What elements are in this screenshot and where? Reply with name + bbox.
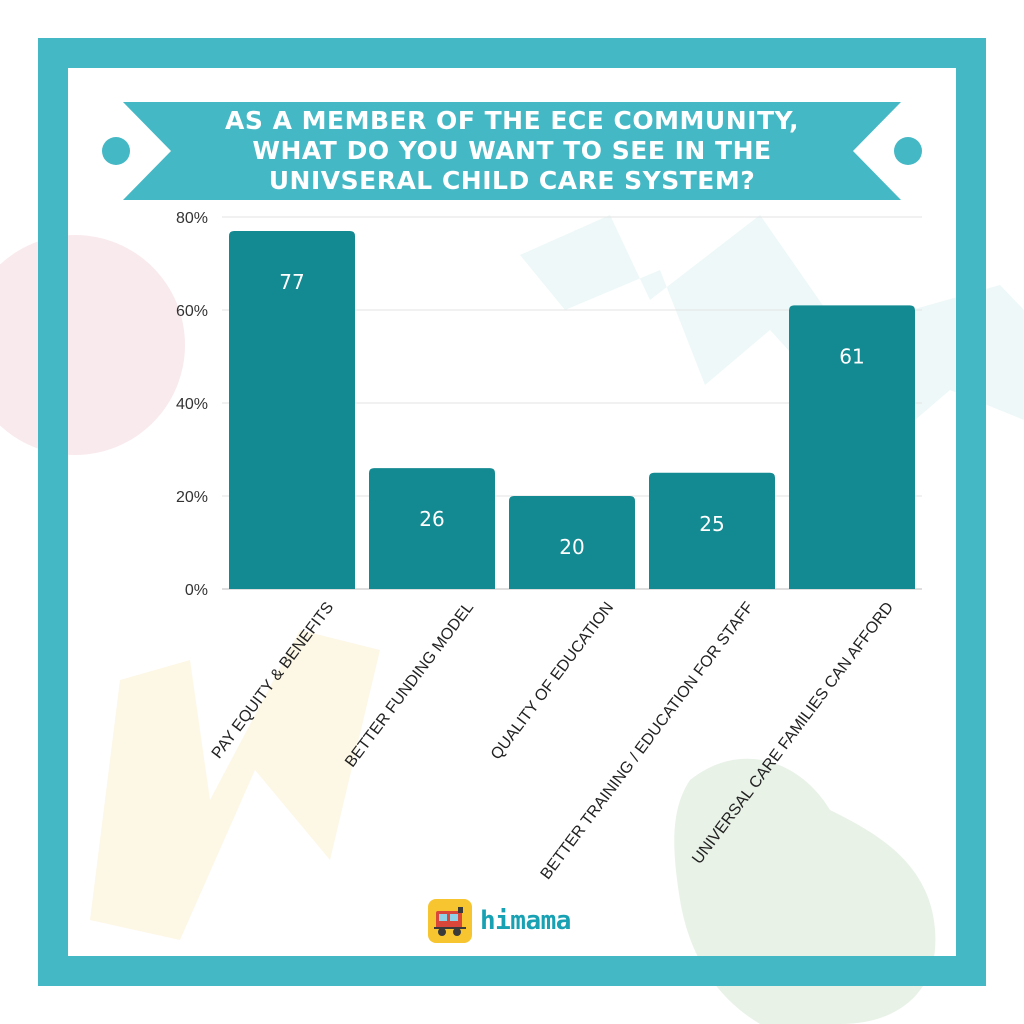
- bar: [509, 496, 635, 589]
- bar: [789, 305, 915, 589]
- category-label: BETTER FUNDING MODEL: [342, 599, 477, 770]
- y-tick-label: 0%: [185, 582, 208, 599]
- data-label: 77: [279, 270, 304, 294]
- y-tick-label: 80%: [176, 210, 208, 227]
- bar: [649, 472, 775, 589]
- zigzag-decoration-bottom: [90, 630, 380, 940]
- himama-logo: himama: [428, 898, 571, 944]
- data-label: 25: [699, 512, 724, 536]
- y-tick-label: 20%: [176, 489, 208, 506]
- title-line-1: AS A MEMBER OF THE ECE COMMUNITY,: [225, 106, 799, 135]
- title-line-2: WHAT DO YOU WANT TO SEE IN THE: [252, 136, 772, 165]
- banner-ribbon: [123, 102, 901, 200]
- title-banner: [102, 102, 922, 200]
- bar: [229, 230, 355, 589]
- y-tick-label: 40%: [176, 396, 208, 413]
- data-label: 61: [839, 344, 864, 368]
- teal-frame: [38, 38, 986, 986]
- data-label: 20: [559, 535, 584, 559]
- category-label: PAY EQUITY & BENEFITS: [209, 599, 337, 762]
- banner-dot-left: [102, 137, 130, 165]
- title-line-3: UNIVSERAL CHILD CARE SYSTEM?: [268, 166, 756, 195]
- data-label: 26: [419, 507, 444, 531]
- bar-chart: 0% 20% 40% 60% 80% 77 PAY EQUITY & BENEFITS 26 B…: [176, 210, 922, 883]
- train-icon: [428, 899, 472, 943]
- y-tick-label: 60%: [176, 303, 208, 320]
- banner-dot-right: [894, 137, 922, 165]
- bar: [369, 468, 495, 589]
- logo-wordmark: himama: [480, 906, 571, 936]
- chart-title: AS A MEMBER OF THE ECE COMMUNITY, WHAT D…: [160, 106, 864, 196]
- category-label: QUALITY OF EDUCATION: [488, 599, 617, 763]
